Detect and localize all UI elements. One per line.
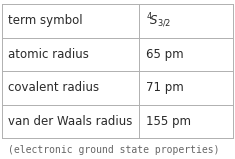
Text: $^4\!S_{3/2}$: $^4\!S_{3/2}$	[146, 12, 172, 30]
Text: 71 pm: 71 pm	[146, 81, 184, 94]
Bar	[2, 4, 233, 138]
Text: 155 pm: 155 pm	[146, 115, 192, 128]
Text: 65 pm: 65 pm	[146, 48, 184, 61]
Text: covalent radius: covalent radius	[8, 81, 99, 94]
Text: (electronic ground state properties): (electronic ground state properties)	[8, 145, 220, 155]
Text: van der Waals radius: van der Waals radius	[8, 115, 133, 128]
Text: term symbol: term symbol	[8, 14, 83, 27]
Text: atomic radius: atomic radius	[8, 48, 89, 61]
